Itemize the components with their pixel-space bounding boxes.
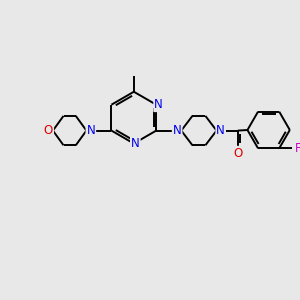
Text: N: N xyxy=(154,98,163,111)
Text: N: N xyxy=(173,124,182,137)
Text: N: N xyxy=(86,124,95,137)
Text: O: O xyxy=(233,147,242,160)
Text: F: F xyxy=(295,142,300,155)
Text: N: N xyxy=(216,124,225,137)
Text: N: N xyxy=(131,137,140,150)
Text: O: O xyxy=(44,124,53,137)
